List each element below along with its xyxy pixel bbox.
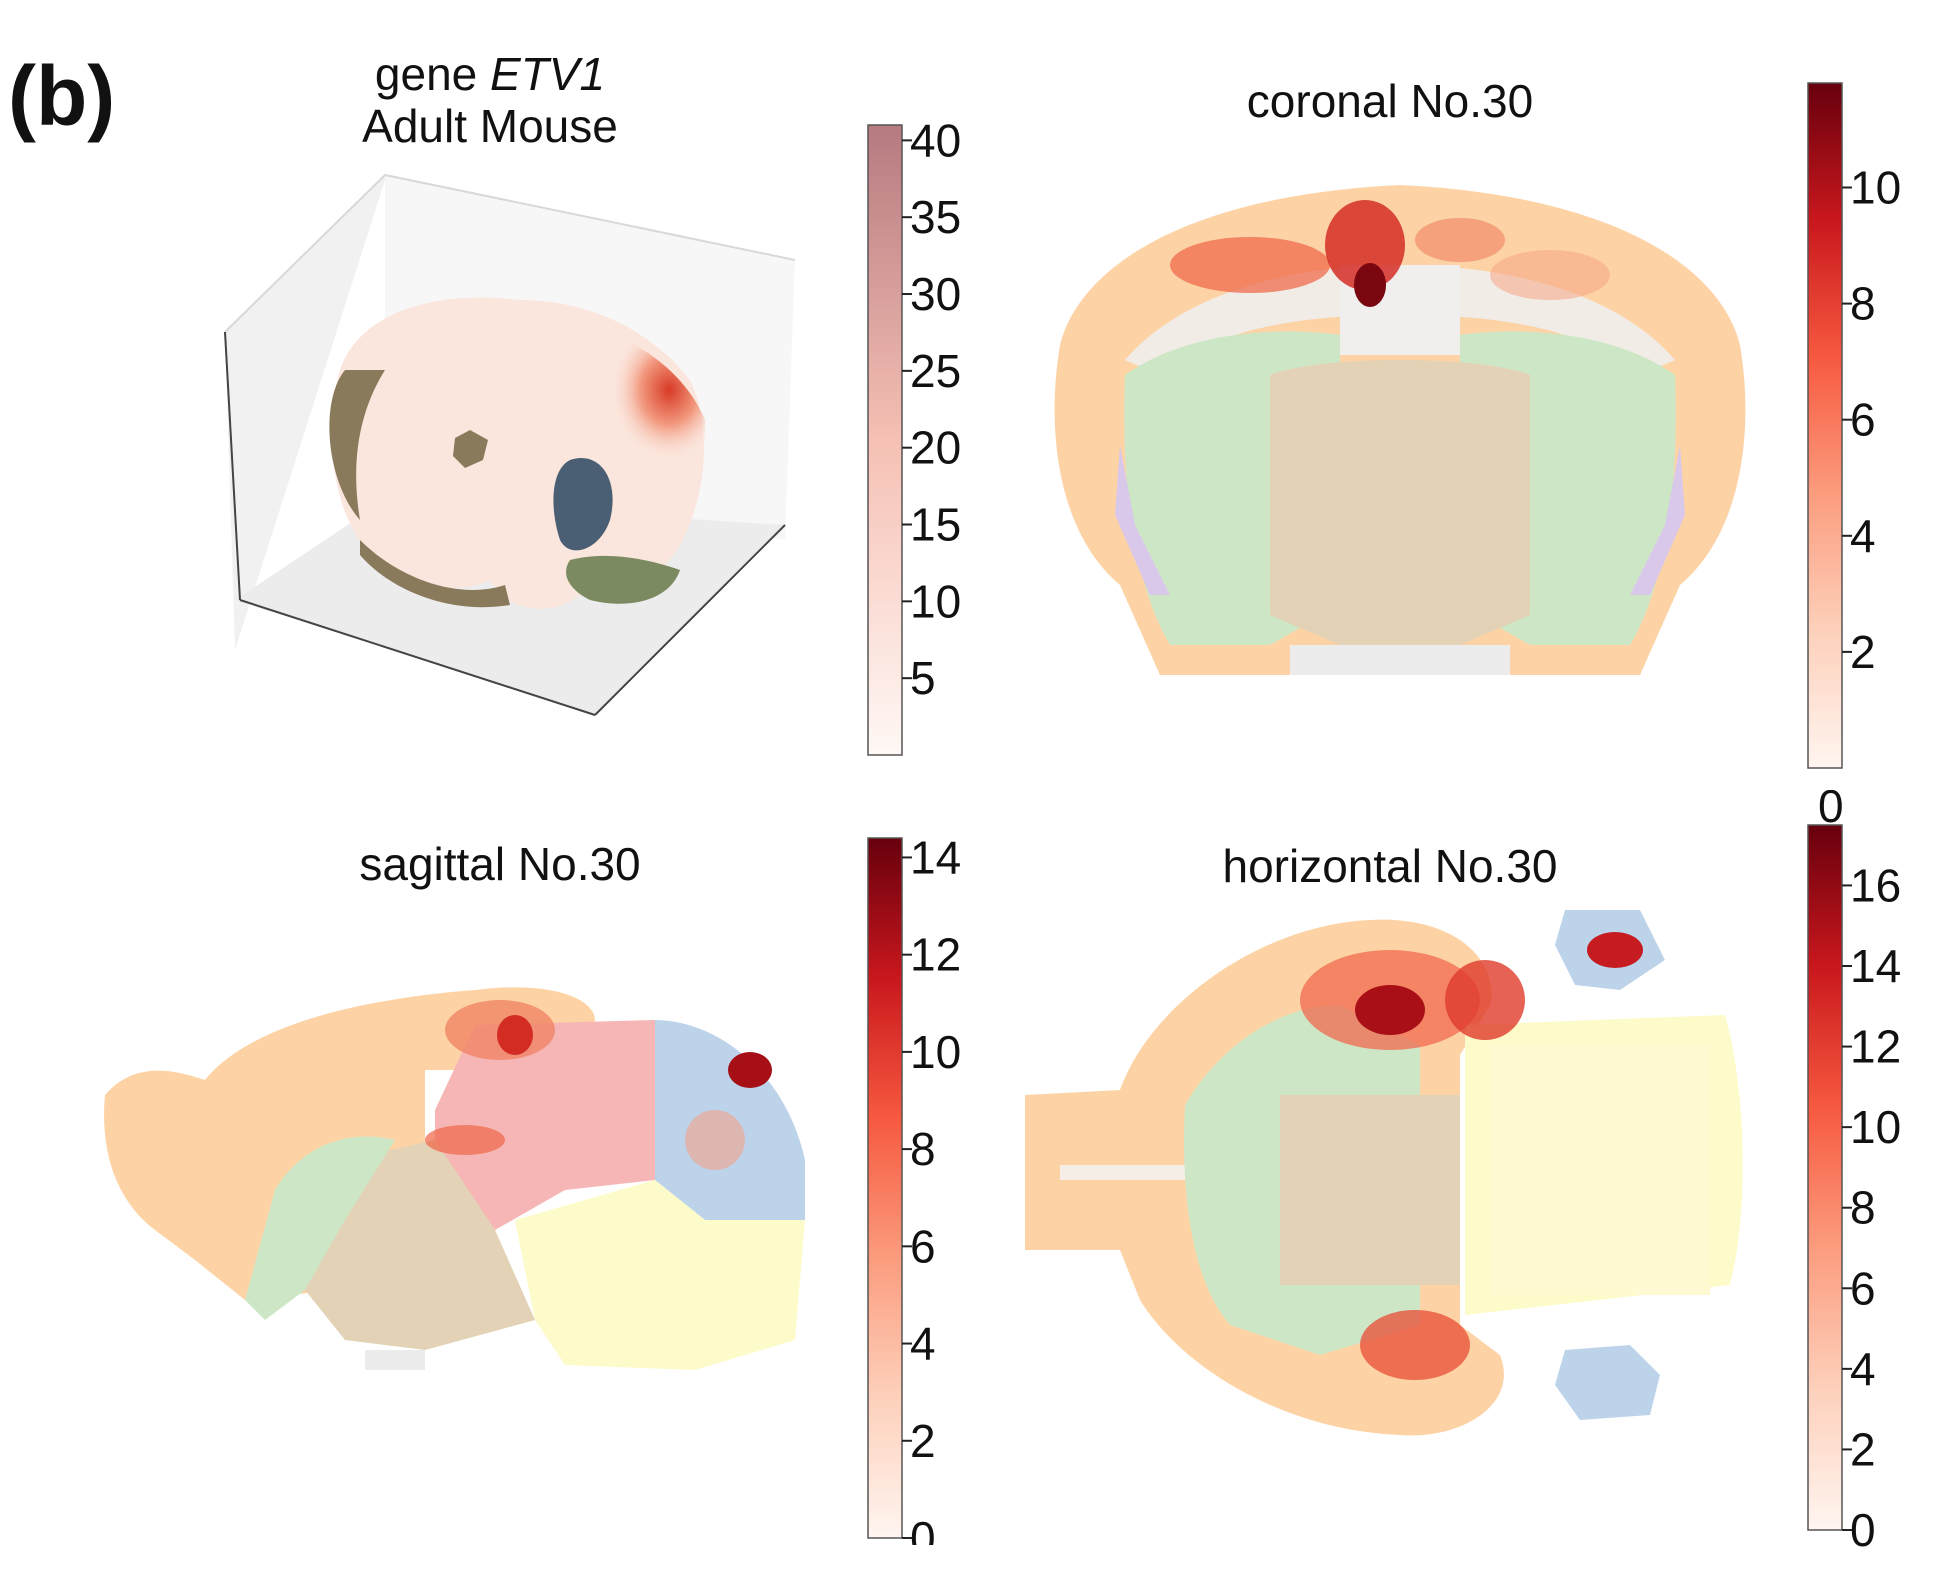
colorbar-sagittal-bar	[867, 837, 903, 1539]
region-brainstem-3d	[566, 555, 680, 604]
region-small-patch	[453, 430, 488, 468]
sagittal-thalamus	[305, 1140, 535, 1350]
sagittal-hotspot-cb	[728, 1052, 772, 1088]
colorbar-horizontal-extra-label: 0	[1818, 790, 1844, 832]
colorbar-tick-label: 10	[910, 1026, 961, 1078]
colorbar-horizontal: 0 0 2 4 6 8 10 12 14 16	[1807, 790, 1901, 1550]
box-axis-y	[594, 524, 786, 716]
horizontal-title: horizontal No.30	[1222, 840, 1558, 892]
colorbar-tick-label: 6	[910, 1220, 936, 1272]
colorbar-3d-bar	[867, 124, 903, 756]
colorbar-tick-label: 30	[910, 268, 961, 320]
horizontal-hindbrain-inner	[1490, 1045, 1710, 1295]
coronal-thalamus	[1270, 360, 1530, 645]
colorbar-tick-label: 4	[1850, 510, 1876, 562]
colorbar-tick-label: 10	[1850, 1101, 1901, 1153]
colorbar-tick-label: 8	[1850, 1182, 1876, 1234]
horizontal-hotspot-bottom	[1360, 1310, 1470, 1380]
sagittal-hindbrain	[515, 1180, 805, 1370]
colorbar-coronal: 2 4 6 8 10	[1807, 82, 1901, 769]
sagittal-hotspot-mid	[425, 1125, 505, 1155]
colorbar-tick-label: 15	[910, 499, 961, 551]
horizontal-hotspot-top-core	[1355, 985, 1425, 1035]
colorbar-3d: 5 10 15 20 25 30 35 40	[867, 114, 961, 756]
horizontal-olfactory-gap	[1060, 1165, 1195, 1180]
coronal-hotspot-right2	[1490, 250, 1610, 300]
colorbar-sagittal: 0 2 4 6 8 10 12 14	[867, 831, 961, 1545]
colorbar-tick-label: 0	[910, 1512, 936, 1545]
colorbar-tick-label: 2	[1850, 1423, 1876, 1475]
colorbar-tick-label: 14	[1850, 940, 1901, 992]
sagittal-ventral	[365, 1350, 425, 1370]
region-lower-edge	[360, 540, 510, 608]
panel-3d-title: gene ETV1 Adult Mouse	[300, 48, 680, 152]
colorbar-tick-label: 12	[910, 929, 961, 981]
colorbar-tick-label: 25	[910, 345, 961, 397]
colorbar-tick-label: 8	[910, 1123, 936, 1175]
colorbar-tick-label: 12	[1850, 1021, 1901, 1073]
region-cerebellum-3d	[553, 458, 613, 551]
coronal-hotspot-mid	[1325, 200, 1405, 290]
coronal-ventral	[1290, 645, 1510, 675]
panel-3d-plot	[224, 173, 796, 716]
gene-name: ETV1	[490, 48, 606, 100]
coronal-boundary-left	[1115, 445, 1170, 595]
sagittal-hotspot-cb2	[685, 1110, 745, 1170]
horizontal-plot	[1025, 910, 1743, 1436]
colorbar-tick-label: 16	[1850, 859, 1901, 911]
colorbar-tick-label: 4	[910, 1318, 936, 1370]
box-axis-x	[239, 599, 596, 716]
colorbar-tick-label: 8	[1850, 278, 1876, 330]
panel-label: (b)	[8, 49, 116, 143]
region-olfactory	[329, 370, 385, 520]
colorbar-tick-label: 10	[910, 575, 961, 627]
colorbar-tick-label: 0	[1850, 1504, 1876, 1550]
sagittal-plot	[104, 987, 805, 1370]
panel-3d-title-line1: gene ETV1	[374, 48, 606, 100]
box-edge-back	[224, 173, 796, 333]
horizontal-cerebellum-bottom	[1555, 1345, 1660, 1420]
colorbar-tick-label: 2	[910, 1415, 936, 1467]
colorbar-tick-label: 4	[1850, 1343, 1876, 1395]
coronal-hotspot-left	[1170, 237, 1330, 293]
sagittal-hotspot-core	[497, 1015, 533, 1055]
sagittal-midbrain	[435, 1020, 655, 1230]
colorbar-tick-label: 2	[1850, 626, 1876, 678]
horizontal-hotspot-top-right	[1445, 960, 1525, 1040]
brain-3d-hotspot	[540, 320, 706, 520]
box-axis-z	[224, 331, 241, 601]
colorbar-tick-label: 6	[1850, 394, 1876, 446]
coronal-title: coronal No.30	[1246, 75, 1534, 127]
colorbar-tick-label: 14	[910, 831, 961, 883]
colorbar-tick-label: 10	[1850, 161, 1901, 213]
panel-3d-title-line2: Adult Mouse	[362, 100, 618, 152]
coronal-hotspot-right	[1415, 218, 1505, 262]
sagittal-striatum	[245, 1136, 395, 1320]
coronal-boundary-right	[1630, 445, 1685, 595]
colorbar-tick-label: 40	[910, 114, 961, 166]
colorbar-horizontal-bar	[1807, 824, 1843, 1531]
colorbar-tick-label: 35	[910, 191, 961, 243]
sagittal-title: sagittal No.30	[359, 838, 641, 890]
coronal-hotspot-center	[1354, 263, 1386, 307]
colorbar-tick-label: 5	[910, 652, 936, 704]
coronal-plot	[1054, 185, 1746, 675]
colorbar-tick-label: 6	[1850, 1262, 1876, 1314]
horizontal-thalamus	[1280, 1095, 1460, 1285]
colorbar-coronal-bar	[1807, 82, 1843, 769]
horizontal-hotspot-cb	[1587, 932, 1643, 968]
colorbar-tick-label: 20	[910, 422, 961, 474]
